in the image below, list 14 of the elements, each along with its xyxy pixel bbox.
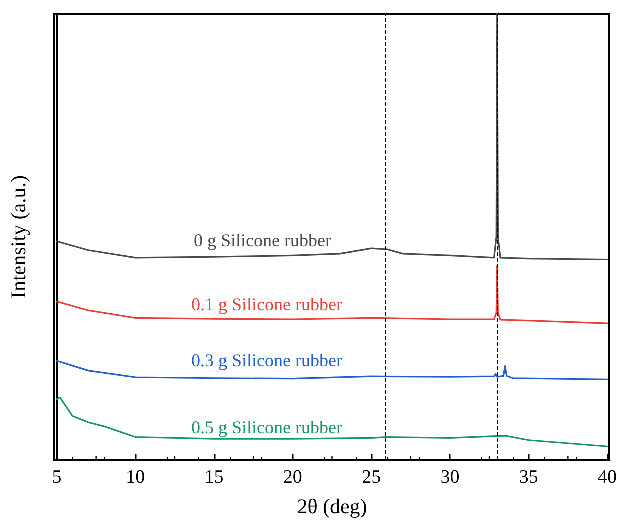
x-tick-label: 35	[519, 467, 538, 488]
x-tick-label: 10	[126, 467, 146, 488]
series-label: 0 g Silicone rubber	[194, 230, 332, 251]
x-axis-title: 2θ (deg)	[297, 494, 368, 518]
x-tick-label: 15	[204, 467, 224, 488]
x-tick-label: 30	[440, 467, 460, 488]
x-tick-label: 5	[52, 467, 62, 488]
series-label: 0.5 g Silicone rubber	[192, 418, 342, 438]
x-tick-label: 25	[362, 467, 382, 488]
y-axis-title: Intensity (a.u.)	[6, 175, 30, 299]
x-tick-label: 20	[283, 467, 302, 488]
series-label: 0.1 g Silicone rubber	[192, 294, 342, 315]
x-tick-label: 40	[598, 467, 617, 488]
series-label: 0.3 g Silicone rubber	[192, 350, 342, 371]
